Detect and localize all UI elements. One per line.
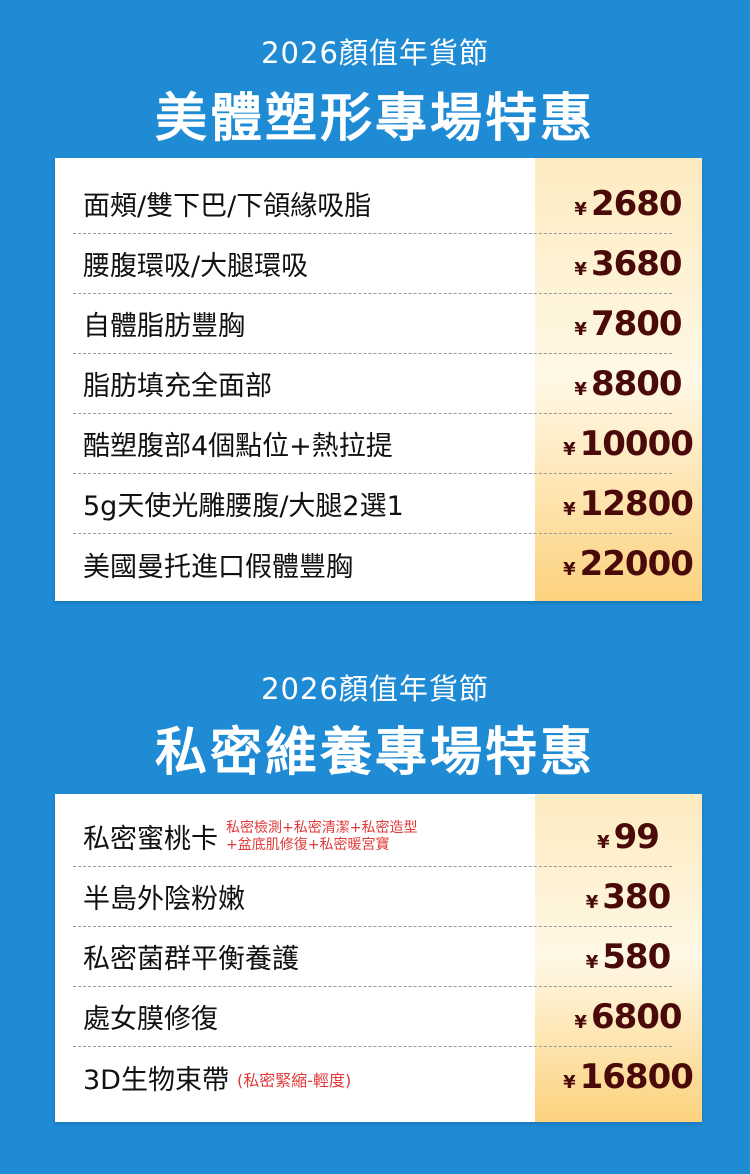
yen-symbol: ¥ xyxy=(563,1072,576,1093)
price-value: 580 xyxy=(602,936,671,977)
item-name: 自體脂肪豐胸 xyxy=(83,311,245,342)
price-value: 99 xyxy=(613,816,660,857)
item-name: 私密蜜桃卡 xyxy=(83,824,218,855)
item-name: 5g天使光雕腰腹/大腿2選1 xyxy=(83,491,404,522)
item-price: ¥380 xyxy=(553,877,703,917)
item-price: ¥99 xyxy=(553,817,703,857)
price-row: 酷塑腹部4個點位+熱拉提 ¥10000 xyxy=(73,414,694,474)
yen-symbol: ¥ xyxy=(597,831,610,853)
price-row: 脂肪填充全面部 ¥8800 xyxy=(73,354,683,414)
price-value: 10000 xyxy=(579,423,694,464)
price-row: 美國曼托進口假體豐胸 ¥22000 xyxy=(73,534,694,594)
yen-symbol: ¥ xyxy=(563,498,576,520)
item-price: ¥22000 xyxy=(553,544,703,584)
yen-symbol: ¥ xyxy=(574,198,587,220)
price-value: 2680 xyxy=(590,183,683,224)
price-row: 5g天使光雕腰腹/大腿2選1 ¥12800 xyxy=(73,474,694,534)
item-price: ¥10000 xyxy=(553,424,703,464)
price-value: 7800 xyxy=(590,303,683,344)
price-row: 私密蜜桃卡 私密檢測+私密清潔+私密造型 +盆底肌修復+私密暖宮寶 ¥99 xyxy=(73,807,672,867)
price-row: 處女膜修復 ¥6800 xyxy=(73,987,683,1047)
item-name: 處女膜修復 xyxy=(83,1004,218,1035)
yen-symbol: ¥ xyxy=(574,1011,587,1033)
price-column xyxy=(535,794,702,1122)
yen-symbol: ¥ xyxy=(585,891,599,913)
price-row: 半島外陰粉嫩 ¥380 xyxy=(73,867,672,927)
item-price: ¥6800 xyxy=(553,997,703,1037)
item-price: ¥580 xyxy=(553,937,703,977)
yen-symbol: ¥ xyxy=(563,438,576,460)
item-name: 面頰/雙下巴/下頜緣吸脂 xyxy=(83,191,372,222)
section-1-title: 美體塑形專場特惠 xyxy=(154,89,595,149)
item-name: 3D生物束帶 xyxy=(83,1064,229,1096)
price-value: 22000 xyxy=(579,544,694,584)
item-name: 私密菌群平衡養護 xyxy=(83,944,299,975)
price-row: 腰腹環吸/大腿環吸 ¥3680 xyxy=(73,234,683,294)
item-price: ¥2680 xyxy=(553,184,703,224)
item-name: 半島外陰粉嫩 xyxy=(83,884,245,915)
yen-symbol: ¥ xyxy=(574,258,587,280)
price-column xyxy=(535,158,702,601)
price-row: 私密菌群平衡養護 ¥580 xyxy=(73,927,672,987)
item-price: ¥7800 xyxy=(553,304,703,344)
item-price: ¥8800 xyxy=(553,364,703,404)
item-note: (私密緊縮-輕度) xyxy=(237,1072,351,1089)
price-value: 6800 xyxy=(590,996,683,1037)
note-line: (私密緊縮-輕度) xyxy=(236,1070,352,1090)
note-line: 私密檢測+私密清潔+私密造型 xyxy=(226,819,418,836)
yen-symbol: ¥ xyxy=(574,318,587,340)
item-name: 脂肪填充全面部 xyxy=(83,371,272,402)
price-value: 8800 xyxy=(590,363,683,404)
section-2-subtitle: 2026顏值年貨節 xyxy=(261,672,489,706)
section-2-title: 私密維養專場特惠 xyxy=(154,723,595,783)
price-value: 380 xyxy=(602,876,671,917)
item-note: 私密檢測+私密清潔+私密造型 +盆底肌修復+私密暖宮寶 xyxy=(226,820,417,854)
yen-symbol: ¥ xyxy=(563,559,576,580)
price-card-body-shaping: 面頰/雙下巴/下頜緣吸脂 ¥2680 腰腹環吸/大腿環吸 ¥3680 自體脂肪豐胸 ¥78… xyxy=(55,158,702,601)
item-name: 酷塑腹部4個點位+熱拉提 xyxy=(83,431,393,462)
price-value: 16800 xyxy=(579,1057,694,1097)
price-card-private-care: 私密蜜桃卡 私密檢測+私密清潔+私密造型 +盆底肌修復+私密暖宮寶 ¥99 半島外陰粉嫩… xyxy=(55,794,702,1122)
item-price: ¥12800 xyxy=(553,484,703,524)
price-row: 3D生物束帶 (私密緊縮-輕度) ¥16800 xyxy=(73,1047,694,1107)
item-name: 美國曼托進口假體豐胸 xyxy=(83,551,353,583)
price-row: 面頰/雙下巴/下頜緣吸脂 ¥2680 xyxy=(73,174,683,234)
note-line: +盆底肌修復+私密暖宮寶 xyxy=(226,836,390,853)
section-1-subtitle: 2026顏值年貨節 xyxy=(261,36,489,70)
yen-symbol: ¥ xyxy=(574,378,587,400)
item-name: 腰腹環吸/大腿環吸 xyxy=(83,251,309,282)
price-row: 自體脂肪豐胸 ¥7800 xyxy=(73,294,683,354)
yen-symbol: ¥ xyxy=(585,951,599,973)
item-price: ¥3680 xyxy=(553,244,703,284)
price-value: 12800 xyxy=(579,483,694,524)
price-value: 3680 xyxy=(590,243,683,284)
item-price: ¥16800 xyxy=(553,1057,703,1097)
